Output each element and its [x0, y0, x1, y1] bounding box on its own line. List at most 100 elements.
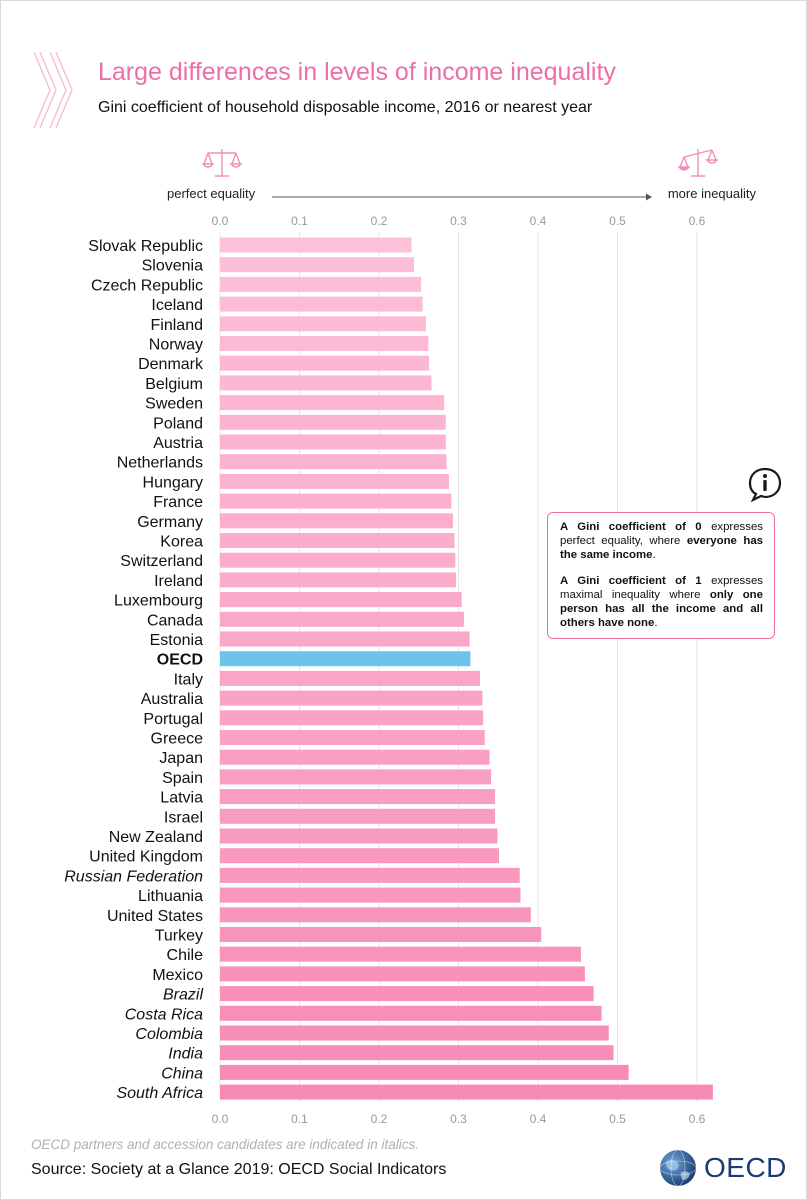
category-label: Norway — [149, 337, 203, 354]
bar — [220, 966, 585, 982]
bar — [220, 493, 452, 509]
more-inequality-label: more inequality — [667, 186, 756, 201]
x-tick-label-bottom: 0.4 — [530, 1112, 547, 1126]
category-label: Israel — [164, 809, 203, 826]
bar — [220, 631, 470, 647]
category-label: Estonia — [150, 632, 203, 649]
category-label: Belgium — [145, 376, 203, 393]
x-tick-label-bottom: 0.0 — [212, 1112, 229, 1126]
category-label: Denmark — [138, 356, 204, 373]
bar — [220, 473, 449, 489]
category-label: Slovak Republic — [88, 238, 203, 255]
bar — [220, 946, 581, 962]
info-paragraph-one: A Gini coefficient of 1 expresses maxima… — [560, 575, 763, 629]
category-label: Mexico — [152, 967, 203, 984]
bar — [220, 769, 492, 785]
category-label: Korea — [160, 534, 203, 551]
bar — [220, 927, 542, 942]
inequality-arrow — [272, 193, 652, 201]
bar — [220, 592, 462, 608]
category-label: Russian Federation — [64, 868, 203, 885]
bar — [220, 296, 423, 312]
category-label: Costa Rica — [125, 1006, 203, 1023]
category-label: Chile — [167, 947, 204, 964]
bar — [220, 276, 422, 292]
perfect-equality-label: perfect equality — [167, 186, 256, 201]
chart-subtitle: Gini coefficient of household disposable… — [98, 99, 593, 116]
bar — [220, 454, 447, 470]
bar — [220, 1084, 713, 1100]
category-label: Japan — [159, 750, 203, 767]
x-tick-label-top: 0.3 — [450, 214, 467, 228]
category-label: Netherlands — [117, 455, 203, 472]
category-label: France — [153, 494, 203, 511]
category-label: Czech Republic — [91, 277, 203, 294]
bar — [220, 1045, 614, 1061]
bar — [220, 552, 456, 568]
balance-scale-icon — [202, 149, 242, 177]
x-tick-label-top: 0.5 — [609, 214, 626, 228]
bar — [220, 513, 453, 529]
x-tick-label-bottom: 0.1 — [291, 1112, 308, 1126]
category-label: India — [168, 1046, 203, 1063]
bar — [220, 336, 429, 351]
x-tick-label-bottom: 0.6 — [689, 1112, 706, 1126]
bar — [220, 572, 457, 588]
category-label: Iceland — [151, 297, 203, 314]
category-label: South Africa — [116, 1085, 203, 1102]
bar — [220, 710, 484, 726]
category-label: Austria — [153, 435, 203, 452]
x-tick-label-top: 0.6 — [689, 214, 706, 228]
bar — [220, 986, 594, 1002]
oecd-logo-text: OECD — [704, 1152, 787, 1183]
bar — [220, 355, 430, 371]
category-label: Colombia — [135, 1026, 203, 1043]
bar — [220, 789, 496, 805]
bar — [220, 828, 498, 844]
x-tick-label-bottom: 0.3 — [450, 1112, 467, 1126]
category-label: OECD — [157, 652, 203, 669]
category-label: Brazil — [163, 987, 203, 1004]
bar — [220, 257, 414, 273]
source-note: Source: Society at a Glance 2019: OECD S… — [31, 1161, 447, 1178]
category-label: Sweden — [145, 396, 203, 413]
category-label: Spain — [162, 770, 203, 787]
category-label: Canada — [147, 612, 203, 629]
bar — [220, 749, 490, 765]
bar — [220, 907, 531, 923]
x-tick-label-top: 0.4 — [530, 214, 547, 228]
category-label: Australia — [141, 691, 203, 708]
category-label: Portugal — [143, 711, 203, 728]
category-label: Switzerland — [120, 553, 203, 570]
bar — [220, 887, 521, 903]
bar — [220, 434, 446, 450]
bar — [220, 395, 445, 411]
chart-title: Large differences in levels of income in… — [98, 58, 616, 86]
category-label: Germany — [137, 514, 203, 531]
bar — [220, 1005, 602, 1021]
oecd-globe-icon — [659, 1149, 697, 1187]
bar — [220, 651, 471, 667]
bar — [220, 533, 455, 548]
double-chevron-icon — [33, 51, 73, 129]
category-label: Slovenia — [142, 258, 203, 275]
x-tick-label-bottom: 0.5 — [609, 1112, 626, 1126]
category-label: Finland — [151, 317, 203, 334]
category-label: United Kingdom — [89, 849, 203, 866]
category-label: Turkey — [155, 928, 203, 945]
category-label: China — [161, 1065, 203, 1082]
bar — [220, 237, 412, 253]
category-label: Luxembourg — [114, 593, 203, 610]
category-label: Poland — [153, 415, 203, 432]
bar — [220, 848, 500, 864]
category-label: Lithuania — [138, 888, 203, 905]
bar — [220, 611, 465, 627]
unbalanced-scale-icon — [678, 149, 718, 177]
bar — [220, 867, 520, 883]
x-tick-label-top: 0.1 — [291, 214, 308, 228]
bar — [220, 1025, 609, 1041]
gini-info-box: A Gini coefficient of 0 expresses perfec… — [547, 512, 775, 639]
category-label: United States — [107, 908, 203, 925]
bar — [220, 690, 483, 706]
